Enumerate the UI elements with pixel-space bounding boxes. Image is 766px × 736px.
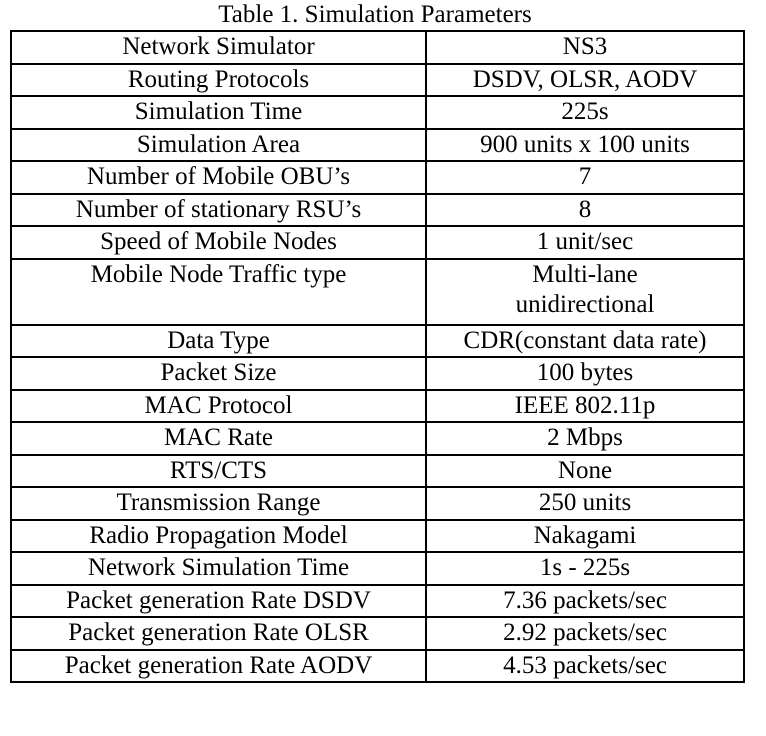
parameter-value-cell: 8 (425, 192, 745, 227)
table-row: Number of stationary RSU’s 8 (10, 192, 745, 227)
parameter-name-cell: Mobile Node Traffic type (10, 257, 427, 326)
parameter-value-cell: 1s - 225s (425, 551, 745, 586)
table-row: RTS/CTS None (10, 453, 745, 488)
parameter-value-cell: 250 units (425, 486, 745, 521)
parameter-value-cell: IEEE 802.11p (425, 388, 745, 423)
parameter-value-cell: 2.92 packets/sec (425, 616, 745, 651)
table-row: MAC Rate 2 Mbps (10, 421, 745, 456)
parameter-name-cell: Network Simulator (10, 30, 427, 65)
parameter-value-cell: Multi-lane unidirectional (425, 257, 745, 326)
table-row: Radio Propagation Model Nakagami (10, 518, 745, 553)
table-row: Network Simulation Time 1s - 225s (10, 551, 745, 586)
table-row: Packet generation Rate DSDV 7.36 packets… (10, 583, 745, 618)
parameter-name-cell: Number of Mobile OBU’s (10, 160, 427, 195)
parameter-name-cell: Network Simulation Time (10, 551, 427, 586)
parameter-name-cell: Radio Propagation Model (10, 518, 427, 553)
parameter-name-cell: Routing Protocols (10, 62, 427, 97)
parameter-value-cell: NS3 (425, 30, 745, 65)
table-row: Number of Mobile OBU’s 7 (10, 160, 745, 195)
parameter-value-cell: CDR(constant data rate) (425, 323, 745, 358)
parameter-name-cell: RTS/CTS (10, 453, 427, 488)
table-row: Mobile Node Traffic type Multi-lane unid… (10, 257, 745, 326)
parameter-value-cell: 900 units x 100 units (425, 127, 745, 162)
parameter-name-cell: MAC Protocol (10, 388, 427, 423)
table-row: MAC Protocol IEEE 802.11p (10, 388, 745, 423)
parameter-name-cell: Packet generation Rate AODV (10, 648, 427, 683)
parameter-value-cell: 4.53 packets/sec (425, 648, 745, 683)
parameter-value-cell: 225s (425, 95, 745, 130)
table-row: Packet generation Rate AODV 4.53 packets… (10, 648, 745, 683)
table-row: Transmission Range 250 units (10, 486, 745, 521)
parameter-value-cell: 7 (425, 160, 745, 195)
parameter-value-cell: 2 Mbps (425, 421, 745, 456)
table-caption: Table 1. Simulation Parameters (218, 1, 532, 28)
parameter-name-cell: Speed of Mobile Nodes (10, 225, 427, 260)
parameter-value-cell: None (425, 453, 745, 488)
parameter-value-cell: Nakagami (425, 518, 745, 553)
parameter-value-line: unidirectional (515, 290, 655, 318)
parameter-name-cell: Transmission Range (10, 486, 427, 521)
parameter-name-cell: MAC Rate (10, 421, 427, 456)
parameter-name-cell: Packet generation Rate OLSR (10, 616, 427, 651)
table-row: Simulation Area 900 units x 100 units (10, 127, 745, 162)
parameter-value-cell: 1 unit/sec (425, 225, 745, 260)
parameter-name-cell: Simulation Area (10, 127, 427, 162)
parameter-value-line: Multi-lane (532, 260, 638, 288)
table-row: Simulation Time 225s (10, 95, 745, 130)
parameter-name-cell: Packet Size (10, 356, 427, 391)
parameter-name-cell: Number of stationary RSU’s (10, 192, 427, 227)
table-row: Packet Size 100 bytes (10, 356, 745, 391)
table-row: Network Simulator NS3 (10, 30, 745, 65)
table-row: Speed of Mobile Nodes 1 unit/sec (10, 225, 745, 260)
parameter-name-cell: Simulation Time (10, 95, 427, 130)
parameter-name-cell: Data Type (10, 323, 427, 358)
simulation-parameters-table: Network Simulator NS3 Routing Protocols … (10, 30, 745, 683)
table-row: Routing Protocols DSDV, OLSR, AODV (10, 62, 745, 97)
parameter-value-cell: 100 bytes (425, 356, 745, 391)
parameter-value-cell: DSDV, OLSR, AODV (425, 62, 745, 97)
table-row: Data Type CDR(constant data rate) (10, 323, 745, 358)
parameter-name-cell: Packet generation Rate DSDV (10, 583, 427, 618)
parameter-value-cell: 7.36 packets/sec (425, 583, 745, 618)
table-row: Packet generation Rate OLSR 2.92 packets… (10, 616, 745, 651)
